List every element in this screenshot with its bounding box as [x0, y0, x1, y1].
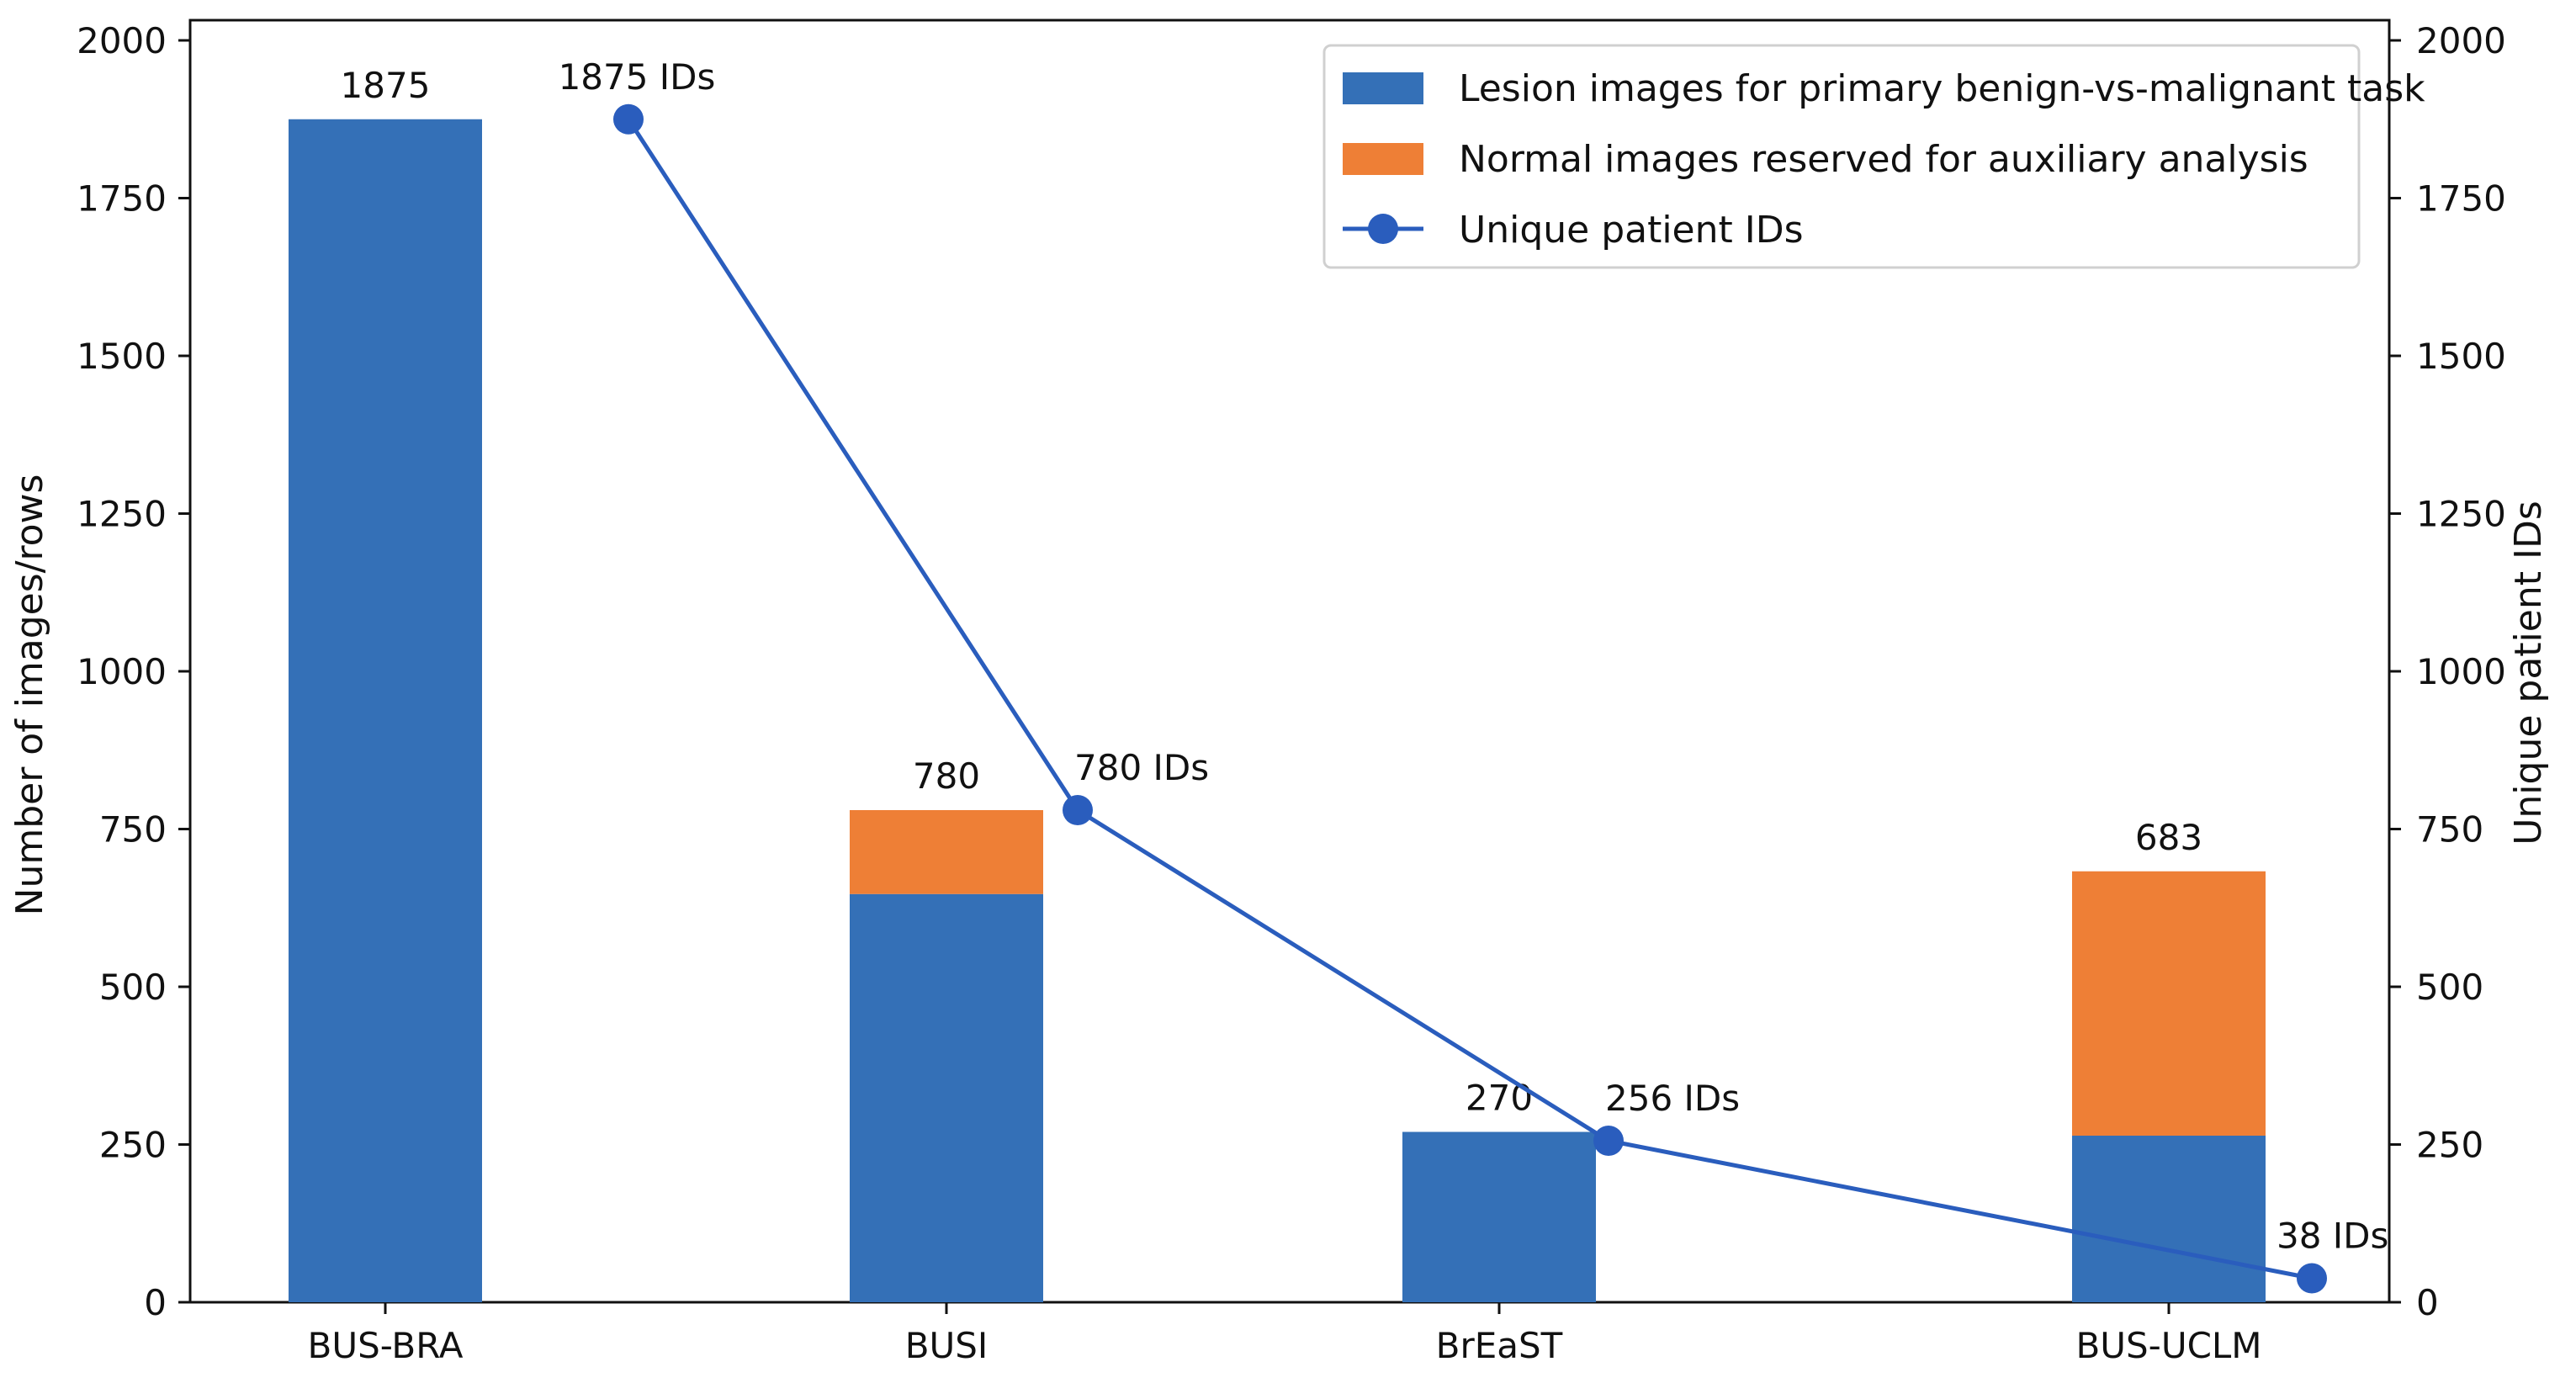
line-point-label: 1875 IDs — [559, 56, 716, 98]
x-tick-label: BUSI — [905, 1325, 989, 1366]
y2-tick-label: 1000 — [2416, 651, 2506, 692]
y2-tick-label: 750 — [2416, 809, 2483, 850]
y2-tick-label: 500 — [2416, 967, 2483, 1008]
y2-tick-label: 1500 — [2416, 336, 2506, 377]
y-tick-label: 500 — [99, 967, 167, 1008]
y2-tick-label: 1750 — [2416, 178, 2506, 220]
bar-total-label: 270 — [1466, 1078, 1533, 1119]
bar-lesion-busi[interactable] — [850, 893, 1043, 1302]
legend-label: Unique patient IDs — [1459, 209, 1804, 252]
x-tick-label: BUS-UCLM — [2075, 1325, 2261, 1366]
legend-label: Lesion images for primary benign-vs-mali… — [1459, 67, 2425, 110]
legend-box — [1322, 44, 2361, 269]
bar-lesion-bus-bra[interactable] — [289, 119, 482, 1302]
legend-label: Normal images reserved for auxiliary ana… — [1459, 138, 2308, 181]
y-tick-label: 1250 — [77, 494, 167, 535]
legend-swatch-normal — [1343, 143, 1423, 175]
legend-marker-swatch — [1368, 214, 1398, 244]
y2-axis-title: Unique patient IDs — [2507, 501, 2550, 845]
bar-normal-busi[interactable] — [850, 810, 1043, 894]
bar-lesion-bus-uclm[interactable] — [2072, 1136, 2266, 1302]
y2-tick-label: 1250 — [2416, 494, 2506, 535]
patient-ids-marker[interactable] — [613, 103, 644, 135]
bar-total-label: 683 — [2135, 817, 2202, 858]
legend-swatch-lesion — [1343, 72, 1423, 104]
y2-tick-label: 2000 — [2416, 20, 2506, 61]
plot-frame — [188, 19, 2391, 1304]
y-tick-label: 250 — [99, 1125, 167, 1166]
bar-lesion-breast[interactable] — [1402, 1131, 1596, 1303]
x-tick-label: BUS-BRA — [308, 1325, 464, 1366]
y-tick-label: 2000 — [77, 20, 167, 61]
y-tick-label: 1000 — [77, 651, 167, 692]
bar-normal-bus-uclm[interactable] — [2072, 871, 2266, 1136]
bar-total-label: 780 — [913, 755, 980, 797]
patient-ids-marker[interactable] — [1593, 1126, 1624, 1156]
line-point-label: 780 IDs — [1074, 747, 1209, 788]
patient-ids-line — [626, 118, 2313, 1280]
x-tick-label: BrEaST — [1436, 1325, 1563, 1366]
y2-tick-label: 250 — [2416, 1125, 2483, 1166]
y-axis-title: Number of images/rows — [8, 474, 51, 916]
y-tick-label: 1500 — [77, 336, 167, 377]
y2-tick-label: 0 — [2416, 1282, 2439, 1323]
y-tick-label: 750 — [99, 809, 167, 850]
patient-ids-marker[interactable] — [2297, 1263, 2327, 1294]
line-point-label: 38 IDs — [2277, 1216, 2388, 1257]
patient-ids-marker[interactable] — [1063, 795, 1093, 825]
y-tick-label: 1750 — [77, 178, 167, 220]
y-tick-label: 0 — [144, 1282, 167, 1323]
bar-total-label: 1875 — [341, 65, 431, 106]
line-point-label: 256 IDs — [1605, 1078, 1740, 1119]
